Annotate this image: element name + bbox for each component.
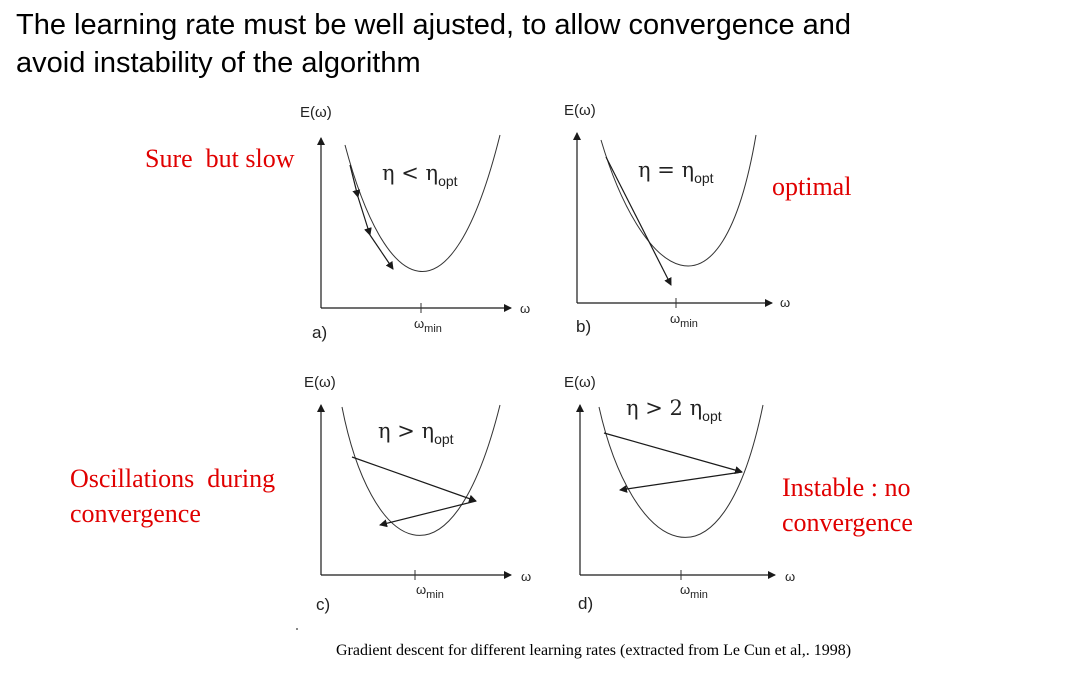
note-optimal: optimal: [772, 172, 852, 201]
figure-caption: Gradient descent for different learning …: [336, 642, 852, 659]
x-axis-label: ω: [521, 569, 531, 584]
step-arrow-2: [357, 196, 372, 236]
step-arrow-2: [379, 500, 477, 528]
step-arrow-1: [603, 432, 743, 474]
step-arrow-2: [619, 471, 743, 493]
note-sure-but-slow: Sure but slow: [145, 144, 295, 173]
note-oscillations-line-1: Oscillations during: [70, 464, 276, 493]
y-axis-label: E(ω): [564, 374, 596, 391]
panel-label: c): [316, 595, 330, 614]
panel-label: d): [578, 594, 593, 613]
error-curve: [600, 134, 757, 267]
note-oscillations-line-2: convergence: [70, 499, 201, 528]
error-curve: [344, 134, 501, 272]
step-arrow-1: [605, 156, 672, 286]
x-axis-label: ω: [520, 301, 530, 316]
panel-label: b): [576, 317, 591, 336]
panel-d-diagram: E(ω) ω ωmin η > 2 ηopt d): [564, 374, 795, 613]
panel-label: a): [312, 323, 327, 342]
stray-dot: [296, 628, 298, 630]
panel-b-diagram: E(ω) ω ωmin η = ηopt b): [564, 102, 790, 336]
error-curve: [341, 404, 501, 536]
step-arrow-1: [351, 456, 477, 503]
eta-condition: η < ηopt: [382, 161, 458, 189]
slide-title: The learning rate must be well ajusted, …: [16, 6, 1076, 82]
eta-condition: η > ηopt: [378, 419, 454, 447]
title-line-2: avoid instability of the algorithm: [16, 47, 421, 79]
step-arrow-3: [369, 234, 394, 270]
panel-c-diagram: E(ω) ω ωmin η > ηopt c): [304, 374, 531, 614]
eta-condition: η > 2 ηopt: [626, 396, 722, 424]
step-arrow-1: [349, 164, 361, 198]
omega-min-label: ωmin: [680, 582, 708, 601]
error-curve: [598, 404, 764, 538]
y-axis-label: E(ω): [564, 102, 596, 119]
omega-min-label: ωmin: [670, 311, 698, 330]
y-axis-label: E(ω): [300, 104, 332, 121]
x-axis-label: ω: [785, 569, 795, 584]
omega-min-label: ωmin: [414, 316, 442, 335]
note-instable-line-1: Instable : no: [782, 473, 911, 502]
y-axis-label: E(ω): [304, 374, 336, 391]
x-axis-label: ω: [780, 295, 790, 310]
panel-a-diagram: E(ω) ω ωmin η < ηopt a): [300, 104, 530, 342]
note-instable-line-2: convergence: [782, 508, 913, 537]
omega-min-label: ωmin: [416, 582, 444, 601]
eta-condition: η = ηopt: [638, 158, 714, 186]
title-line-1: The learning rate must be well ajusted, …: [16, 9, 852, 41]
